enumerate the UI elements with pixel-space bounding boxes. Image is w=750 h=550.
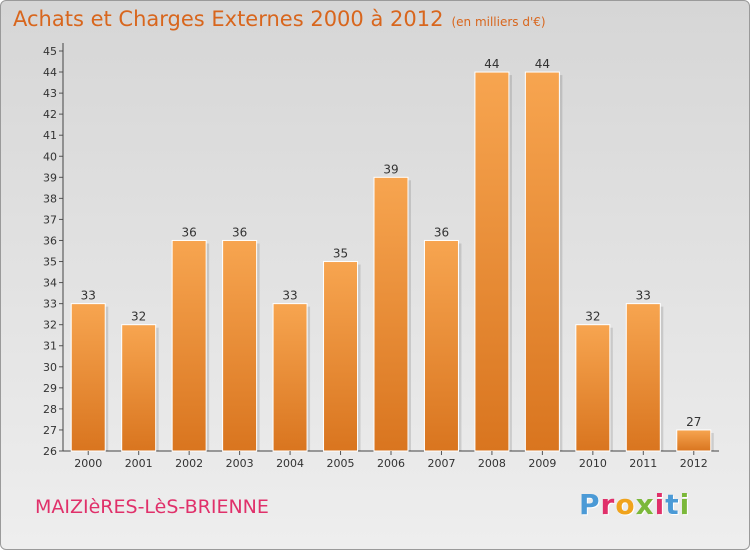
x-tick-label-2000: 2000 [74, 457, 102, 470]
y-tick-label: 28 [43, 403, 57, 416]
y-tick-label: 40 [43, 150, 57, 163]
data-label-2001: 32 [131, 310, 146, 324]
y-tick-label: 33 [43, 298, 57, 311]
y-tick-label: 44 [43, 66, 57, 79]
proxiti-logo: Proxiti [579, 488, 690, 521]
y-tick-label: 43 [43, 87, 57, 100]
logo-letter: x [635, 488, 655, 521]
data-label-2002: 36 [182, 225, 197, 239]
y-tick-label: 32 [43, 319, 57, 332]
x-tick-label-2005: 2005 [327, 457, 355, 470]
x-tick-label-2010: 2010 [579, 457, 607, 470]
x-tick-label-2008: 2008 [478, 457, 506, 470]
data-label-2005: 35 [333, 247, 348, 261]
commune-name: MAIZIèRES-LèS-BRIENNE [35, 496, 269, 518]
y-tick-label: 30 [43, 361, 57, 374]
bar-2007 [423, 239, 459, 452]
bar-2008 [474, 71, 510, 452]
bar-2010 [575, 324, 611, 452]
y-tick-label: 26 [43, 445, 57, 458]
x-tick-label-2012: 2012 [680, 457, 708, 470]
y-tick-label: 42 [43, 108, 57, 121]
y-tick-label: 31 [43, 340, 57, 353]
y-tick-label: 38 [43, 192, 57, 205]
y-tick-label: 27 [43, 424, 57, 437]
x-tick-label-2004: 2004 [276, 457, 304, 470]
bar-2006 [373, 176, 409, 452]
bar-2002 [171, 239, 207, 452]
y-tick-label: 36 [43, 234, 57, 247]
bar-2004 [272, 303, 308, 452]
bar-2009 [524, 71, 560, 452]
data-label-2004: 33 [282, 289, 297, 303]
x-tick-label-2003: 2003 [226, 457, 254, 470]
x-tick-label-2007: 2007 [427, 457, 455, 470]
logo-letter: i [679, 488, 691, 521]
y-tick-label: 37 [43, 213, 57, 226]
logo-letter: P [579, 488, 601, 521]
x-tick-label-2001: 2001 [125, 457, 153, 470]
y-tick-label: 41 [43, 129, 57, 142]
chart-title: Achats et Charges Externes 2000 à 2012 (e… [13, 7, 546, 31]
logo-letter: r [600, 488, 616, 521]
x-tick-label-2011: 2011 [629, 457, 657, 470]
y-tick-label: 45 [43, 45, 57, 58]
data-label-2000: 33 [81, 289, 96, 303]
logo-letter: o [615, 488, 636, 521]
bar-2003 [222, 239, 258, 452]
bar-2000 [70, 303, 106, 452]
data-label-2011: 33 [636, 289, 651, 303]
data-label-2003: 36 [232, 225, 247, 239]
x-tick-label-2006: 2006 [377, 457, 405, 470]
bar-2005 [323, 261, 359, 452]
x-tick-label-2002: 2002 [175, 457, 203, 470]
y-tick-label: 34 [43, 277, 57, 290]
data-label-2009: 44 [535, 57, 550, 71]
data-label-2007: 36 [434, 225, 449, 239]
y-tick-label: 29 [43, 382, 57, 395]
data-label-2008: 44 [484, 57, 499, 71]
y-tick-label: 39 [43, 171, 57, 184]
bar-2012 [676, 429, 712, 452]
logo-letter: t [665, 488, 680, 521]
data-label-2010: 32 [585, 310, 600, 324]
logo-letter: i [654, 488, 666, 521]
x-tick-label-2009: 2009 [528, 457, 556, 470]
bar-2001 [121, 324, 157, 452]
y-tick-label: 35 [43, 256, 57, 269]
bar-2011 [625, 303, 661, 452]
chart-title-text: Achats et Charges Externes 2000 à 2012 [13, 7, 444, 31]
data-label-2006: 39 [383, 162, 398, 176]
data-label-2012: 27 [686, 415, 701, 429]
chart-unit: (en milliers d'€) [451, 15, 546, 29]
